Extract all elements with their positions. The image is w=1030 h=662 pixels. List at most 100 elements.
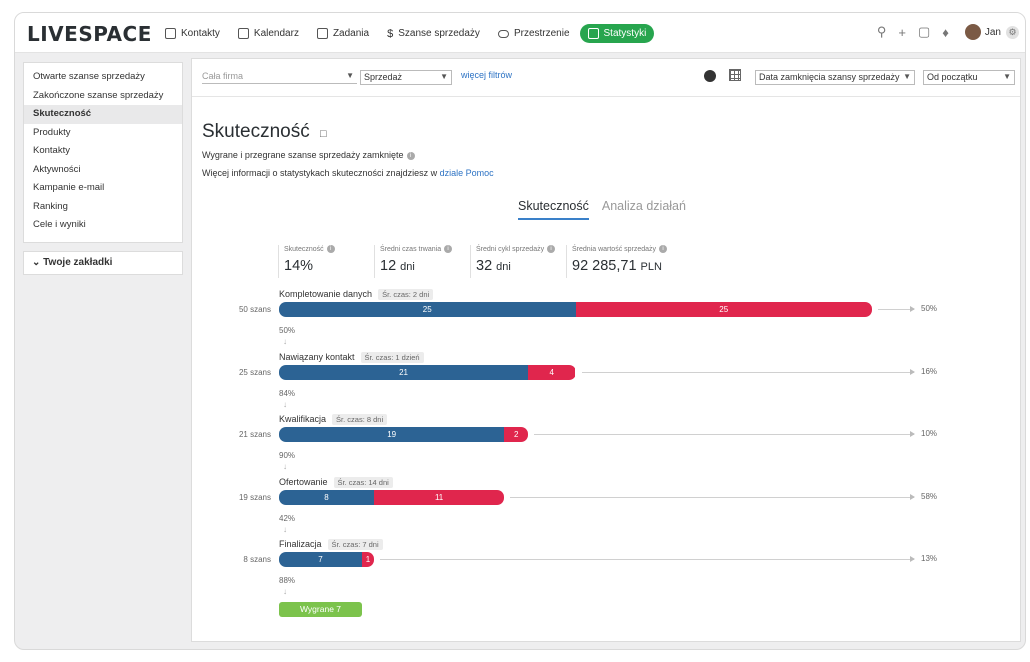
avatar[interactable] (964, 24, 981, 40)
stage-name: Kompletowanie danych Śr. czas: 2 dni (279, 289, 434, 300)
kpi-label-text: Skuteczność (284, 246, 324, 253)
bar-continued-segment[interactable]: 8 (279, 489, 374, 505)
stage-bar[interactable]: 8 11 (279, 489, 505, 505)
help-text: Więcej informacji o statystykach skutecz… (202, 168, 438, 178)
plus-icon[interactable]: + (898, 24, 906, 40)
page-subtitle: Wygrane i przegrane szanse sprzedaży zam… (202, 150, 415, 160)
date-field-select[interactable]: Data zamknięcia szansy sprzedaży ▼ (755, 70, 915, 85)
avg-time-badge: Śr. czas: 14 dni (333, 476, 393, 488)
user-name[interactable]: Jan (984, 26, 1001, 38)
bar-continued-segment[interactable]: 19 (279, 427, 505, 442)
nav-zadania[interactable]: Zadania (309, 24, 377, 43)
kpi-number: 92 285,71 (572, 258, 637, 274)
sidebar-item-zakonczone[interactable]: Zakończone szanse sprzedaży (33, 89, 164, 101)
stage-count: 50 szans (238, 305, 271, 314)
arrow-down-icon: ↓ (283, 524, 287, 534)
sidebar-item-kontakty[interactable]: Kontakty (33, 145, 70, 156)
loss-percent: 13% (921, 554, 938, 563)
kpi-label: Średnia wartość sprzedaży i (572, 245, 686, 253)
kpi-label-text: Średnia wartość sprzedaży (572, 246, 657, 253)
funnel-stage: Kwalifikacja Śr. czas: 8 dni 21 szans 19 2 10… (192, 414, 1020, 477)
arrow-down-icon: ↓ (283, 399, 287, 409)
table-icon[interactable] (729, 69, 741, 81)
kpi-label-text: Średni czas trwania (380, 246, 442, 253)
dollar-icon: $ (387, 27, 394, 40)
chevron-down-icon: ▼ (346, 71, 354, 80)
date-field-value: Data zamknięcia szansy sprzedaży (759, 72, 900, 82)
kpi-wartosc-sprzedazy: Średnia wartość sprzedaży i 92 285,71 PLN (566, 245, 686, 278)
kpi-value: 32 dni (476, 258, 566, 274)
contact-card-icon (165, 28, 176, 39)
bar-lost-segment[interactable]: 4 (528, 364, 576, 380)
nav-szanse-sprzedazy[interactable]: $ Szanse sprzedaży (379, 24, 488, 43)
bookmark-icon[interactable]: □ (320, 128, 327, 140)
sidebar-item-aktywnosci[interactable]: Aktywności (33, 163, 81, 175)
sidebar-item-cele[interactable]: Cele i wyniki (33, 219, 86, 230)
funnel-stage: Kompletowanie danych Śr. czas: 2 dni 50 sz… (192, 289, 1020, 352)
help-link[interactable]: dziale Pomoc (439, 168, 494, 178)
nav-kalendarz[interactable]: Kalendarz (230, 24, 307, 43)
tab-skutecznosc[interactable]: Skuteczność (518, 199, 589, 220)
bar-lost-segment[interactable]: 11 (373, 489, 505, 505)
sidebar-item-ranking[interactable]: Ranking (33, 200, 68, 212)
stage-label: Kwalifikacja (279, 414, 327, 424)
bar-continued-segment[interactable]: 21 (279, 364, 529, 380)
stage-bar[interactable]: 21 4 (279, 364, 576, 380)
kpi-cykl-sprzedazy: Średni cykl sprzedaży i 32 dni (470, 245, 566, 278)
bell-icon[interactable]: ♦ (942, 24, 949, 40)
tab-analiza-dzialan[interactable]: Analiza działań (601, 199, 686, 213)
stage-name: Ofertowanie Śr. czas: 14 dni (279, 476, 393, 488)
stage-bar[interactable]: 19 2 (279, 427, 529, 442)
bar-lost-segment[interactable]: 1 (362, 552, 374, 567)
bar-lost-segment[interactable]: 25 (575, 302, 872, 317)
livespace-logo[interactable]: LIVESPACE (27, 22, 152, 46)
info-icon[interactable]: i (444, 245, 453, 253)
stage-name: Nawiązany kontakt Śr. czas: 1 dzień (279, 351, 424, 363)
kpi-value: 14% (284, 258, 374, 274)
sidebar-item-skutecznosc[interactable]: Skuteczność (24, 105, 182, 124)
company-value: Cała firma (202, 71, 244, 81)
type-select[interactable]: Sprzedaż ▼ (360, 70, 452, 85)
arrow-down-icon: ↓ (283, 462, 287, 471)
nav-kontakty[interactable]: Kontakty (157, 24, 228, 43)
kpi-number: 32 (476, 258, 493, 274)
sidebar-item-produkty[interactable]: Produkty (33, 126, 71, 138)
loss-percent: 16% (921, 366, 938, 376)
pie-chart-icon[interactable] (704, 70, 716, 82)
nav-label: Przestrzenie (513, 28, 570, 39)
info-icon[interactable]: i (406, 152, 415, 160)
arrow-right-icon (581, 368, 915, 375)
kpi-unit: dni (496, 261, 511, 273)
avg-time-badge: Śr. czas: 8 dni (332, 414, 388, 425)
more-filters-link[interactable]: więcej filtrów (461, 70, 513, 80)
conversion-percent: 88% (279, 576, 296, 585)
nav-statystyki[interactable]: Statystyki (579, 24, 655, 43)
kpi-unit: PLN (640, 261, 662, 273)
bar-continued-segment[interactable]: 25 (279, 302, 576, 317)
nav-przestrzenie[interactable]: Przestrzenie (490, 24, 578, 43)
funnel-stage: Ofertowanie Śr. czas: 14 dni 19 szans 8 11 58… (192, 476, 1020, 540)
chat-icon[interactable]: ▢ (917, 24, 931, 39)
sidebar-item-kampanie[interactable]: Kampanie e-mail (33, 182, 105, 193)
stage-bar[interactable]: 25 25 (279, 302, 872, 317)
top-navbar: LIVESPACE Kontakty Kalendarz Zadania $ Sz… (15, 13, 1025, 53)
arrow-right-icon (510, 493, 915, 500)
bar-continued-segment[interactable]: 7 (279, 552, 363, 567)
info-icon[interactable]: i (326, 245, 335, 253)
loss-percent: 50% (921, 304, 938, 313)
won-badge[interactable]: Wygrane 7 (279, 602, 362, 617)
nav-label: Szanse sprzedaży (398, 28, 480, 39)
info-icon[interactable]: i (659, 245, 668, 253)
bookmarks-toggle[interactable]: ⌄ Twoje zakładki (23, 251, 183, 275)
kpi-number: 14% (284, 258, 314, 274)
bar-lost-segment[interactable]: 2 (504, 427, 529, 442)
company-select[interactable]: Cała firma ▼ (202, 70, 357, 84)
search-icon[interactable]: ⚲ (876, 24, 887, 39)
sidebar-item-otwarte[interactable]: Otwarte szanse sprzedaży (33, 71, 145, 82)
arrow-right-icon (534, 431, 915, 437)
chevron-down-icon: ⌄ (32, 257, 44, 268)
gear-icon[interactable]: ⚙ (1006, 25, 1019, 39)
period-select[interactable]: Od początku ▼ (923, 70, 1015, 85)
info-icon[interactable]: i (547, 245, 556, 253)
